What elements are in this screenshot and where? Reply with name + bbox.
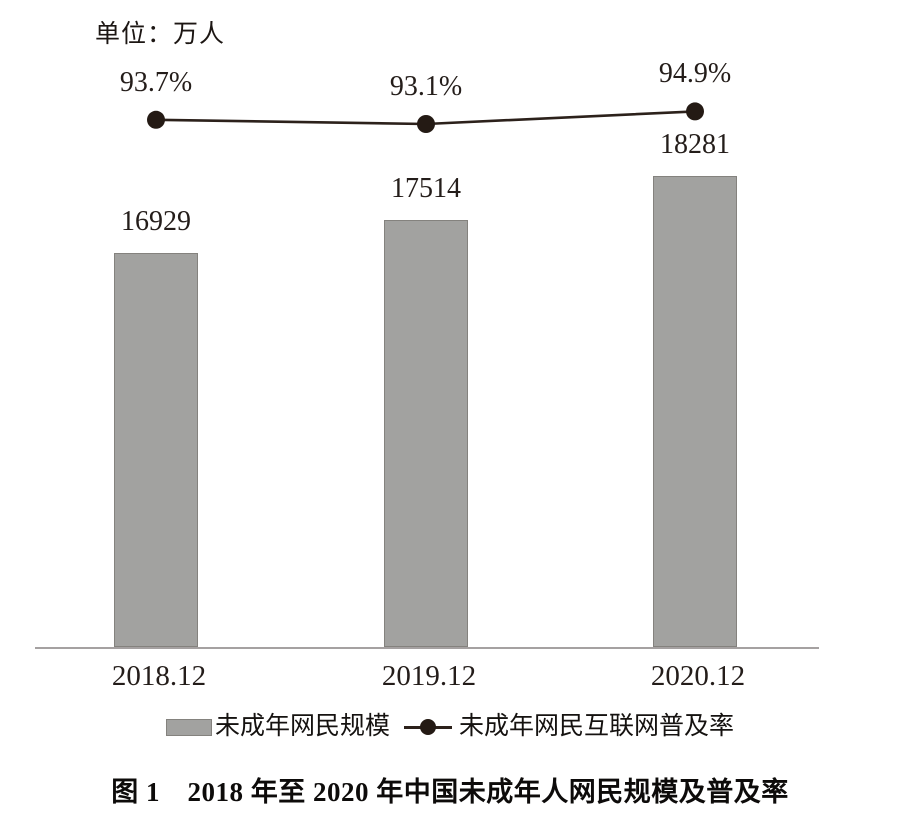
bar-value-label: 17514 <box>391 173 461 204</box>
bar-2018.12 <box>114 253 198 647</box>
legend-bar-swatch <box>165 718 212 736</box>
percent-label: 93.1% <box>389 71 463 102</box>
bar-2019.12 <box>384 220 468 647</box>
legend-line-label: 未成年网民互联网普及率 <box>459 713 735 740</box>
data-dot-2018.12 <box>147 110 165 129</box>
x-axis-label: 2020.12 <box>650 660 746 692</box>
trend-line <box>155 110 696 126</box>
legend: 未成年网民规模 未成年网民互联网普及率 <box>0 712 900 742</box>
bar-value-label: 18281 <box>660 129 730 160</box>
unit-label: 单位：万人 <box>95 21 226 48</box>
x-axis-line <box>35 647 819 649</box>
x-axis-label: 2019.12 <box>381 660 477 692</box>
legend-line-marker <box>404 718 452 736</box>
legend-bar-label: 未成年网民规模 <box>214 713 390 740</box>
figure-caption: 图 1 2018 年至 2020 年中国未成年人网民规模及普及率 <box>111 777 789 807</box>
x-axis-label: 2018.12 <box>111 660 207 692</box>
data-dot-2019.12 <box>417 115 435 133</box>
bar-2020.12 <box>653 176 737 647</box>
bar-value-label: 16929 <box>121 206 191 237</box>
percent-label: 94.9% <box>658 58 732 90</box>
legend-line-marker-dot-icon <box>420 719 436 735</box>
data-dot-2020.12 <box>686 102 704 121</box>
percent-label: 93.7% <box>119 66 193 98</box>
